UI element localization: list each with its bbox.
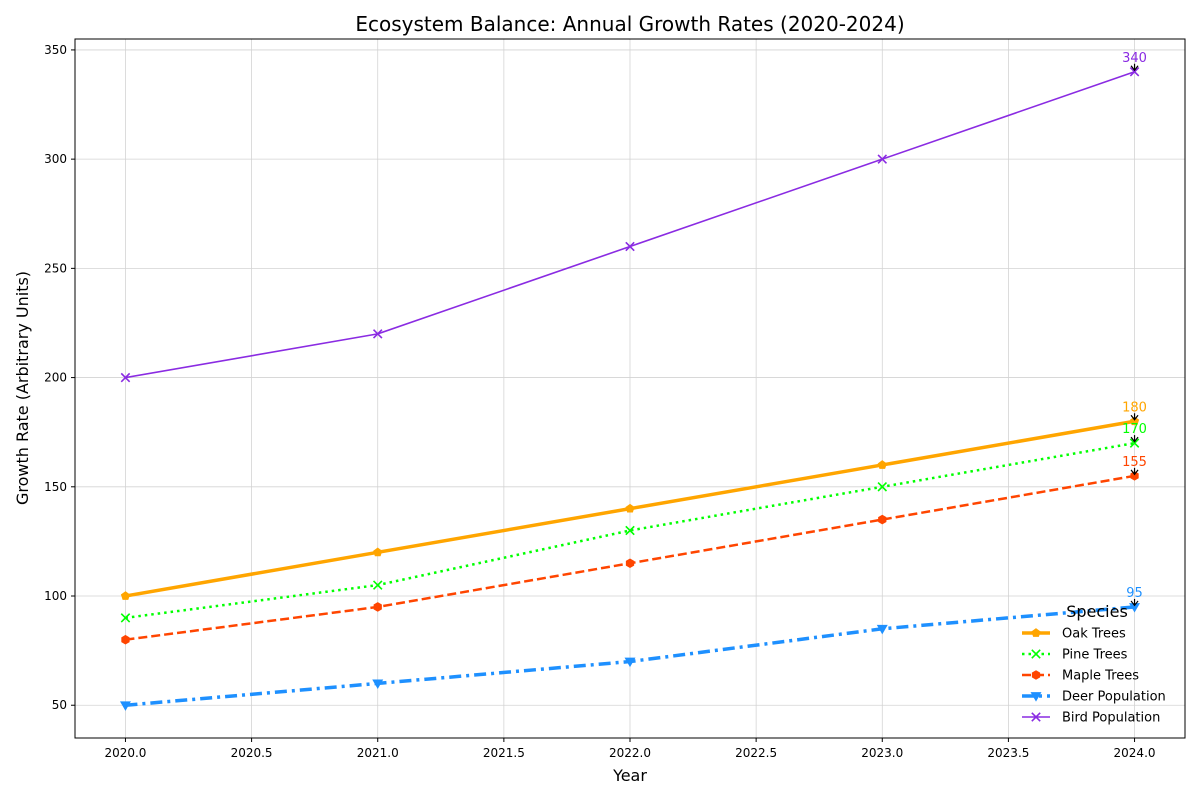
data-point [1129,416,1140,426]
data-point [877,460,887,469]
legend-label: Pine Trees [1062,648,1128,663]
annotations: 180 170 155 95 340 [1122,51,1147,607]
marker-stroke [1129,438,1140,448]
end-value-label: 170 [1122,422,1147,437]
data-point [878,514,887,525]
annotation-arrowhead [1130,600,1139,607]
chart-title: Ecosystem Balance: Annual Growth Rates (… [355,12,904,36]
series-layer [119,66,1141,711]
y-tick-label: 250 [44,261,67,275]
annotation-arrowhead [1130,414,1139,421]
x-tick-label: 2022.0 [609,746,651,760]
marker-stroke [1129,66,1140,77]
y-tick-label: 200 [44,371,67,385]
data-point [1130,471,1139,481]
data-point [373,602,382,612]
legend-entry: Oak Trees [1022,627,1126,642]
y-tick-label: 300 [44,152,67,166]
data-point [625,503,635,513]
end-value-label: 340 [1122,51,1147,66]
annotation-arrowhead [1130,469,1139,476]
data-point [121,634,130,645]
marker-stroke [120,372,131,383]
y-tick-label: 50 [52,698,67,712]
data-point [1129,66,1140,77]
data-point [877,482,888,492]
data-point [120,613,131,623]
marker-stroke [372,329,383,339]
data-point [624,657,636,668]
data-point [119,701,131,711]
x-tick-label: 2023.5 [987,746,1029,760]
legend-label: Maple Trees [1062,669,1139,684]
end-value-label: 155 [1122,455,1147,470]
x-tick-label: 2023.0 [861,746,903,760]
series-oak-trees [120,416,1140,600]
y-tick-label: 350 [44,43,67,57]
legend-label: Deer Population [1062,690,1166,705]
legend-title: Species [1066,602,1128,621]
end-value-label: 95 [1126,586,1143,601]
axis-ticks: 2020.0 2020.5 2021.0 2021.5 2022.0 2022.5 2023… [44,43,1155,760]
marker-stroke [1031,649,1041,659]
annotation-arrowhead [1130,65,1139,72]
x-axis-label: Year [612,766,647,785]
data-point [372,679,384,690]
y-tick-label: 100 [44,589,67,603]
legend-label: Bird Population [1062,711,1160,726]
legend-marker [1030,692,1042,702]
series-maple-trees [121,471,1139,645]
grid [75,39,1185,738]
data-point [876,624,888,635]
x-tick-label: 2020.5 [231,746,273,760]
data-point [625,241,635,252]
legend-entry: Bird Population [1022,711,1160,726]
marker-stroke [625,241,635,252]
data-point [877,154,888,164]
marker-stroke [625,525,635,536]
data-point [372,580,383,590]
marker-stroke [372,580,383,590]
marker-stroke [877,482,888,492]
data-point [625,525,635,536]
legend-label: Oak Trees [1062,627,1126,642]
x-tick-label: 2021.5 [483,746,525,760]
data-point [373,547,383,557]
legend-entry: Deer Population [1022,690,1166,705]
data-point [372,329,383,339]
legend: Species Oak Trees Pine Trees Maple Trees Dee… [1022,602,1166,726]
legend-marker [1031,628,1041,637]
legend-marker [1031,712,1041,722]
annotation-arrowhead [1130,436,1139,443]
y-axis-label: Growth Rate (Arbitrary Units) [13,271,32,505]
y-tick-label: 150 [44,480,67,494]
legend-entry: Pine Trees [1022,648,1128,663]
x-tick-label: 2021.0 [357,746,399,760]
data-point [120,591,131,600]
marker-stroke [877,154,888,164]
series-pine-trees [120,438,1140,623]
data-point [625,558,635,569]
data-point [120,372,131,383]
marker-stroke [120,613,131,623]
marker-stroke [1031,712,1041,722]
series-deer-population [119,603,1141,711]
end-value-label: 180 [1122,400,1147,415]
series-bird-population [120,66,1140,383]
series-line [125,441,1135,620]
legend-marker [1031,670,1041,680]
x-tick-label: 2020.0 [104,746,146,760]
x-tick-label: 2024.0 [1114,746,1156,760]
data-point [1129,438,1140,448]
legend-entry: Maple Trees [1022,669,1139,684]
x-tick-label: 2022.5 [735,746,777,760]
legend-marker [1031,649,1041,659]
